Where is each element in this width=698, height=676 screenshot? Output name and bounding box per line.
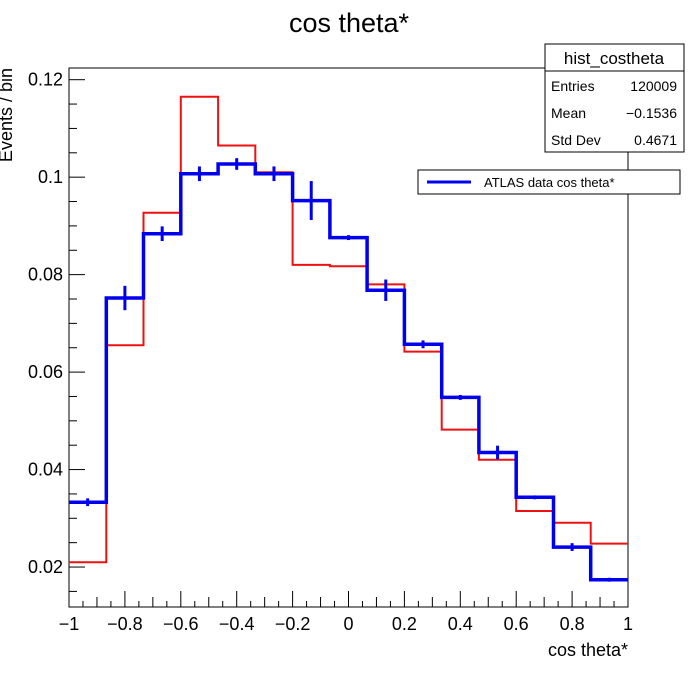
- stats-box-title: hist_costheta: [564, 49, 665, 68]
- x-tick-label: 0: [343, 614, 353, 634]
- x-tick-label: 0.2: [392, 614, 417, 634]
- x-tick-label: −0.2: [275, 614, 311, 634]
- x-tick-label: 0.6: [504, 614, 529, 634]
- series-layer: [69, 95, 628, 582]
- y-axis-ticks: 0.02 0.04 0.06 0.08 0.1 0.12: [28, 70, 85, 592]
- stats-mean-value: −0.1536: [626, 105, 677, 121]
- x-axis-ticks: −1 −0.8 −0.6 −0.4 −0.2 0 0.2 0.4 0.6 0.8 1: [59, 591, 633, 634]
- plot-area: −1 −0.8 −0.6 −0.4 −0.2 0 0.2 0.4 0.6 0.8 1 0.020.0…: [28, 67, 633, 634]
- x-tick-label: 0.4: [448, 614, 473, 634]
- stats-stddev-value: 0.4671: [634, 132, 677, 148]
- y-tick-label: 0.12: [28, 70, 63, 90]
- x-tick-label: 0.8: [560, 614, 585, 634]
- stats-box: hist_costheta Entries 120009 Mean −0.153…: [544, 43, 685, 153]
- series-data-line: [69, 162, 628, 582]
- legend: ATLAS data cos theta*: [417, 169, 681, 195]
- stats-box-frame: [544, 43, 685, 153]
- chart-title: cos theta*: [289, 8, 410, 38]
- series-reference-line: [69, 95, 628, 564]
- x-tick-label: −0.4: [219, 614, 255, 634]
- x-tick-label: −0.8: [107, 614, 143, 634]
- y-tick-label: 0.06: [28, 362, 63, 382]
- y-tick-label: 0.08: [28, 265, 63, 285]
- stats-stddev-label: Std Dev: [551, 132, 601, 148]
- y-axis-label: Events / bin: [0, 68, 16, 162]
- stats-entries-value: 120009: [630, 78, 677, 94]
- y-tick-label: 0.04: [28, 460, 63, 480]
- plot-frame: [68, 67, 629, 608]
- stats-mean-label: Mean: [551, 105, 586, 121]
- y-tick-label: 0.02: [28, 557, 63, 577]
- x-tick-label: −1: [59, 614, 80, 634]
- y-tick-label: 0.1: [38, 167, 63, 187]
- x-axis-label: cos theta*: [548, 640, 628, 660]
- x-tick-label: 1: [623, 614, 633, 634]
- legend-label-data: ATLAS data cos theta*: [484, 175, 615, 190]
- x-tick-label: −0.6: [163, 614, 199, 634]
- stats-entries-label: Entries: [551, 78, 595, 94]
